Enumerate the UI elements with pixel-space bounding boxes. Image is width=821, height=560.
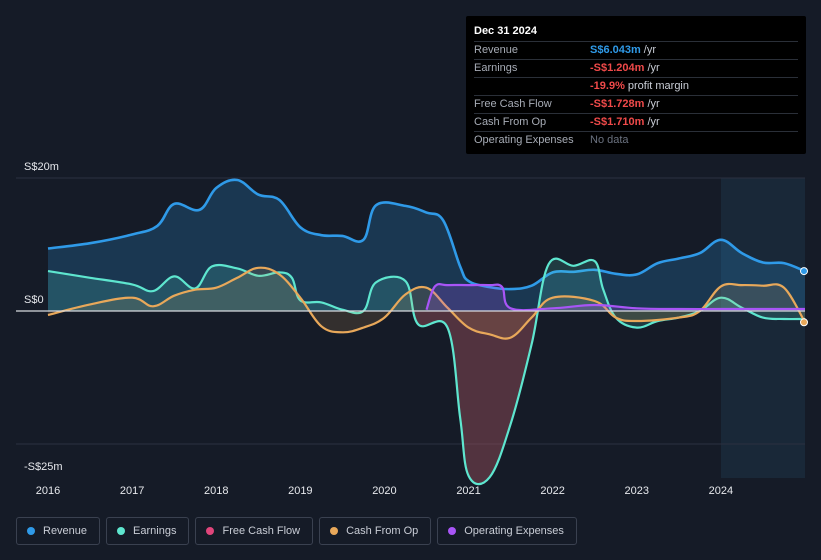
legend-label: Operating Expenses (464, 525, 564, 537)
x-axis-ticks: 2016 2017 2018 2019 2020 2021 2022 2023 2024 (36, 485, 733, 497)
legend-label: Earnings (133, 525, 177, 537)
x-tick-label: 2020 (372, 485, 396, 497)
x-tick-label: 2024 (709, 485, 733, 497)
series-line-operating-expenses (425, 283, 805, 312)
x-tick-label: 2017 (120, 485, 144, 497)
legend-dot-icon (117, 527, 126, 535)
legend-label: Free Cash Flow (222, 525, 301, 537)
tooltip-row: Operating Expenses No data (474, 132, 798, 149)
series-line-cash-from-op (47, 266, 806, 340)
legend-label: Revenue (43, 525, 88, 537)
legend-dot-icon (206, 527, 215, 535)
y-tick-label-bottom: -S$25m (24, 461, 63, 473)
legend-item-operating-expenses[interactable]: Operating Expenses (437, 517, 577, 545)
chart: S$20m S$0 -S$25m 2016 2017 2018 2019 2020 202… (16, 161, 808, 497)
tooltip-row-value: -19.9% (590, 80, 625, 92)
y-tick-label-zero: S$0 (24, 294, 44, 306)
tooltip-row-label: Free Cash Flow (474, 98, 552, 110)
tooltip-row-unit: /yr (647, 98, 660, 110)
tooltip-panel: Dec 31 2024 Revenue S$6.043m/yr Earnings -S… (466, 16, 806, 154)
legend-item-free-cash-flow[interactable]: Free Cash Flow (195, 517, 314, 545)
x-tick-label: 2019 (288, 485, 312, 497)
tooltip-row-unit: profit margin (627, 80, 689, 92)
tooltip-row-value: -S$1.728m (590, 98, 645, 110)
tooltip-row-label: Revenue (474, 44, 519, 56)
tooltip-row-unit: /yr (647, 62, 660, 74)
tooltip-row: Cash From Op -S$1.710m/yr (474, 114, 798, 132)
tooltip-row-unit: /yr (647, 116, 660, 128)
tooltip-rows: Revenue S$6.043m/yr Earnings -S$1.204m/yr -1… (474, 42, 798, 149)
tooltip-row-label (474, 78, 590, 95)
tooltip-row-value: -S$1.710m (590, 116, 645, 128)
forecast-band (721, 178, 805, 478)
tooltip-row: Free Cash Flow -S$1.728m/yr (474, 96, 798, 114)
legend: Revenue Earnings Free Cash Flow Cash From O… (16, 517, 577, 545)
legend-dot-icon (330, 527, 339, 535)
tooltip-row-value: -S$1.204m (590, 62, 645, 74)
legend-item-earnings[interactable]: Earnings (106, 517, 190, 545)
legend-item-revenue[interactable]: Revenue (16, 517, 101, 545)
legend-dot-icon (448, 527, 457, 535)
tooltip-row-label: Earnings (474, 62, 518, 74)
tooltip-row-unit: /yr (643, 44, 656, 56)
x-tick-label: 2016 (36, 485, 60, 497)
end-markers (800, 267, 808, 327)
series-area-cash-from-op (48, 267, 805, 339)
x-tick-label: 2021 (456, 485, 480, 497)
series-line-revenue (47, 178, 806, 291)
x-tick-label: 2022 (540, 485, 564, 497)
tooltip-date: Dec 31 2024 (474, 23, 798, 42)
end-marker-revenue (800, 267, 808, 276)
x-tick-label: 2018 (204, 485, 228, 497)
legend-label: Cash From Op (346, 525, 419, 537)
end-marker-cash-from-op (800, 318, 808, 327)
y-tick-label-top: S$20m (24, 161, 59, 173)
tooltip-row-value: S$6.043m (590, 44, 641, 56)
tooltip-row-label: Operating Expenses (474, 134, 574, 146)
tooltip-row: Earnings -S$1.204m/yr (474, 60, 798, 78)
series-layer (47, 178, 806, 486)
tooltip-row-label: Cash From Op (474, 116, 547, 128)
negative-area-fill (400, 311, 560, 485)
tooltip-row: -19.9% profit margin (474, 78, 798, 96)
series-area-earnings (48, 258, 805, 485)
tooltip-row-value: No data (590, 134, 629, 146)
tooltip-row: Revenue S$6.043m/yr (474, 42, 798, 60)
x-tick-label: 2023 (625, 485, 649, 497)
legend-dot-icon (27, 527, 35, 535)
series-area-operating-expenses (426, 284, 805, 311)
legend-item-cash-from-op[interactable]: Cash From Op (319, 517, 432, 545)
